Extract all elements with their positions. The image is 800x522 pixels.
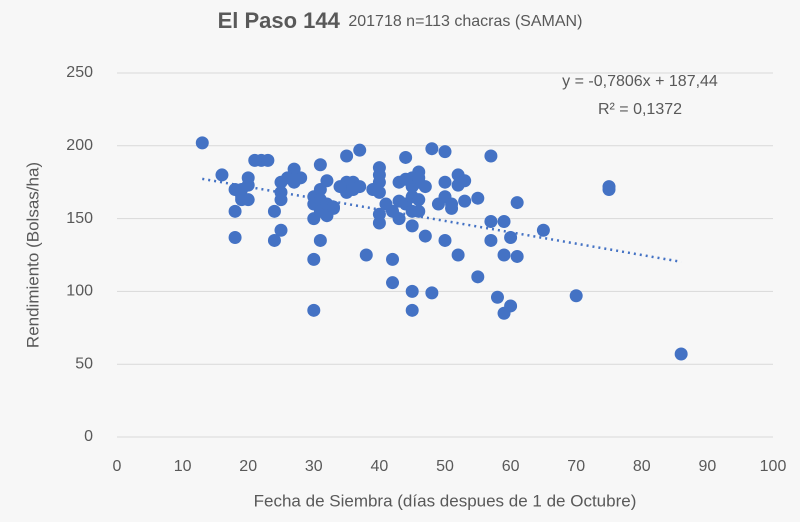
point — [340, 149, 354, 163]
x-tick-label: 0 — [113, 458, 122, 475]
point — [497, 248, 511, 262]
point — [438, 233, 452, 247]
point — [471, 191, 485, 205]
point — [602, 182, 616, 196]
point — [438, 175, 452, 189]
point — [425, 286, 439, 300]
point — [353, 143, 367, 157]
point — [267, 233, 281, 247]
y-tick-label: 250 — [66, 64, 93, 81]
chart-title-group: El Paso 144 201718 n=113 chacras (SAMAN) — [218, 8, 583, 33]
point — [536, 223, 550, 237]
y-axis-label: Rendimiento (Bolsas/ha) — [23, 162, 42, 348]
point — [399, 150, 413, 164]
point — [510, 196, 524, 210]
y-tick-label: 100 — [66, 283, 93, 300]
point — [399, 172, 413, 186]
chart-subtitle: 201718 n=113 chacras (SAMAN) — [348, 13, 582, 30]
x-tick-label: 70 — [567, 458, 585, 475]
point — [235, 182, 249, 196]
point — [267, 204, 281, 218]
point — [405, 219, 419, 233]
point — [313, 233, 327, 247]
point — [569, 289, 583, 303]
x-axis-label: Fecha de Siembra (días despues de 1 de O… — [254, 491, 637, 510]
point — [215, 168, 229, 182]
point — [405, 284, 419, 298]
x-tick-label: 80 — [633, 458, 651, 475]
point — [412, 193, 426, 207]
point — [504, 299, 518, 313]
y-tick-label: 0 — [84, 428, 93, 445]
point — [438, 145, 452, 159]
point — [504, 231, 518, 245]
y-tick-label: 200 — [66, 137, 93, 154]
point — [412, 171, 426, 185]
trend-r2: R² = 0,1372 — [598, 101, 682, 118]
x-tick-label: 50 — [436, 458, 454, 475]
point — [307, 303, 321, 317]
point — [431, 197, 445, 211]
point — [261, 153, 275, 167]
point — [366, 182, 380, 196]
point — [458, 174, 472, 188]
point — [228, 231, 242, 245]
point — [471, 270, 485, 284]
point — [372, 216, 386, 230]
point — [333, 180, 347, 194]
x-tick-label: 20 — [239, 458, 257, 475]
point — [510, 249, 524, 263]
point — [425, 142, 439, 156]
y-tick-label: 50 — [75, 355, 93, 372]
point — [274, 193, 288, 207]
point — [248, 153, 262, 167]
chart-title: El Paso 144 — [218, 8, 341, 33]
point — [674, 347, 688, 361]
point — [346, 182, 360, 196]
point — [484, 215, 498, 229]
point — [484, 149, 498, 163]
point — [418, 229, 432, 243]
x-tick-label: 10 — [174, 458, 192, 475]
point — [274, 223, 288, 237]
point — [458, 194, 472, 208]
point — [379, 197, 393, 211]
point — [392, 212, 406, 226]
point — [287, 172, 301, 186]
point — [490, 290, 504, 304]
trend-equation: y = -0,7806x + 187,44 — [562, 73, 718, 90]
point — [326, 200, 340, 214]
point — [313, 158, 327, 172]
point — [405, 303, 419, 317]
point — [195, 136, 209, 150]
point — [445, 197, 459, 211]
x-tick-label: 30 — [305, 458, 323, 475]
x-tick-label: 100 — [760, 458, 787, 475]
point — [386, 276, 400, 290]
point — [241, 193, 255, 207]
y-tick-label: 150 — [66, 210, 93, 227]
point — [412, 204, 426, 218]
point — [386, 252, 400, 266]
x-tick-label: 40 — [371, 458, 389, 475]
x-tick-label: 90 — [699, 458, 717, 475]
point — [497, 215, 511, 229]
point — [320, 174, 334, 188]
point — [228, 204, 242, 218]
point — [359, 248, 373, 262]
point — [484, 233, 498, 247]
point — [451, 248, 465, 262]
x-tick-label: 60 — [502, 458, 520, 475]
point — [307, 252, 321, 266]
